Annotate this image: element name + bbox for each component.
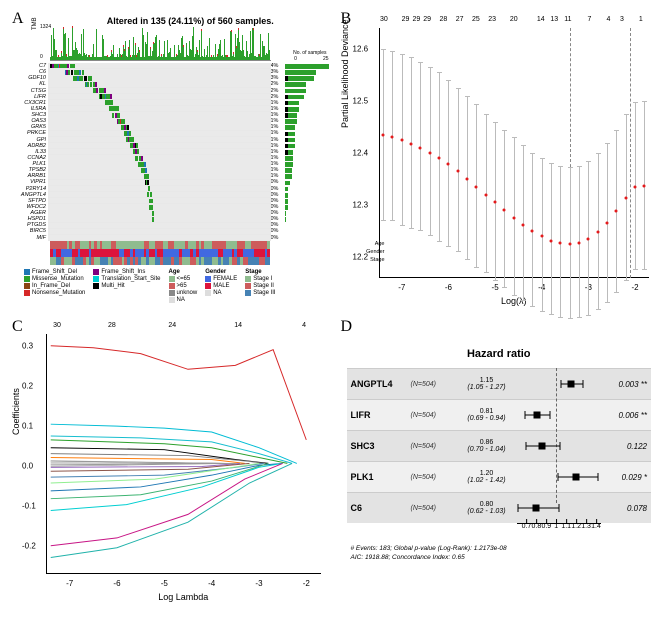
mutation-matrix xyxy=(48,63,271,241)
y-axis-label: Coefficients xyxy=(11,388,21,435)
percentage-column: 4%3%3%2%2%2%1%1%1%1%1%1%1%1%1%1%1%1%1%0%… xyxy=(271,63,285,241)
panel-c: C Coefficients Log Lambda -0.2-0.10.00.1… xyxy=(10,318,331,608)
oncoplot-title: Altered in 135 (24.11%) of 560 samples. xyxy=(50,16,331,26)
axis-line xyxy=(379,28,380,278)
forest-body: ANGPTL4(N=504)1.15(1.05 - 1.27)0.003 **L… xyxy=(347,368,652,523)
x-axis-label: Log Lambda xyxy=(158,592,208,602)
panel-b: B Partial Likelihood Deviance Log(λ) 12.… xyxy=(339,10,660,310)
coef-curves xyxy=(46,334,320,569)
lasso-coef-plot: Coefficients Log Lambda -0.2-0.10.00.10.… xyxy=(46,334,321,574)
nos-ticks: 0 25 xyxy=(294,56,328,62)
forest-axis: 0.70.80.911.11.21.31.4 xyxy=(517,523,602,543)
tmb-tick-min: 0 xyxy=(40,54,43,60)
gene-label-column: C7C6GDF10KLCTSGLIFRCX3CR1IL5RASHC3OAS3GR… xyxy=(10,63,48,241)
forest-title: Hazard ratio xyxy=(347,348,652,360)
oncoplot-body: C7C6GDF10KLCTSGLIFRCX3CR1IL5RASHC3OAS3GR… xyxy=(10,63,331,241)
panel-d: D Hazard ratio ANGPTL4(N=504)1.15(1.05 -… xyxy=(339,318,660,608)
annotation-tracks: AgeGenderStage xyxy=(10,241,331,265)
tmb-barplot xyxy=(50,26,271,61)
lasso-cv-plot: Partial Likelihood Deviance Log(λ) 12.21… xyxy=(379,28,650,278)
figure-grid: A Altered in 135 (24.11%) of 560 samples… xyxy=(10,10,659,608)
panel-a: A Altered in 135 (24.11%) of 560 samples… xyxy=(10,10,331,310)
panel-d-label: D xyxy=(341,318,353,336)
y-axis-label: Partial Likelihood Deviance xyxy=(340,19,350,128)
oncoplot-legend: Frame_Shift_DelMissense_MutationIn_Frame… xyxy=(24,269,331,303)
panel-c-label: C xyxy=(12,318,23,336)
mutation-count-bars xyxy=(285,63,331,241)
forest-footer-2: AIC: 1918.88; Concordance Index: 0.65 xyxy=(347,554,652,561)
tmb-axis-label: TMB xyxy=(32,17,38,30)
forest-footer-1: # Events: 183; Global p-value (Log-Rank)… xyxy=(347,545,652,552)
forest-plot: Hazard ratio ANGPTL4(N=504)1.15(1.05 - 1… xyxy=(347,348,652,561)
panel-a-label: A xyxy=(12,10,24,28)
